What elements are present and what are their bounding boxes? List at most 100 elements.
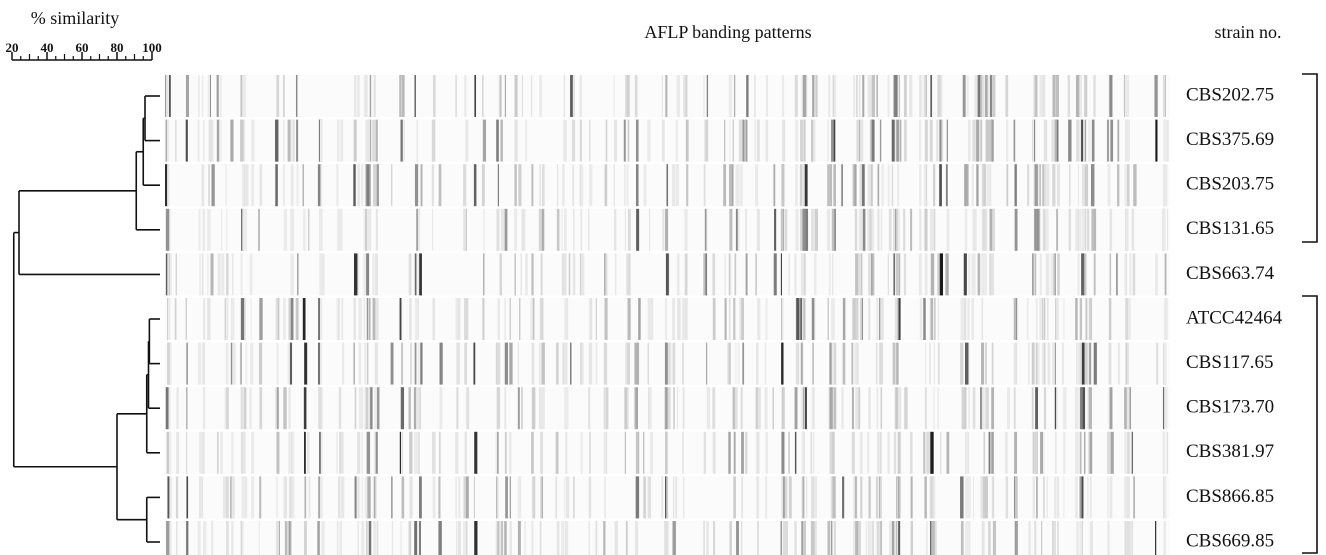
band: [375, 342, 377, 385]
band: [540, 431, 544, 474]
band: [965, 476, 968, 519]
band: [242, 75, 246, 117]
band: [504, 431, 507, 474]
band: [226, 387, 229, 430]
band: [960, 298, 964, 340]
band: [208, 164, 211, 207]
band: [728, 253, 731, 296]
band: [735, 208, 738, 251]
band: [211, 164, 215, 207]
band: [647, 119, 651, 162]
band: [390, 342, 394, 385]
band: [940, 431, 942, 474]
band: [1084, 75, 1088, 117]
band: [830, 164, 833, 207]
band: [410, 342, 412, 385]
band: [934, 521, 937, 555]
band: [814, 253, 817, 296]
band: [304, 431, 306, 474]
band: [517, 387, 520, 430]
strain-label: CBS375.69: [1186, 129, 1274, 150]
band: [203, 521, 207, 555]
band: [464, 431, 467, 474]
band: [531, 476, 536, 519]
band: [1040, 431, 1044, 474]
band: [198, 476, 202, 519]
band: [930, 521, 932, 555]
band: [1133, 164, 1137, 207]
band: [417, 431, 420, 474]
band: [1166, 431, 1168, 474]
band: [482, 298, 485, 340]
strain-label: CBS669.85: [1186, 530, 1274, 551]
band: [538, 208, 542, 251]
band: [342, 342, 345, 385]
band: [745, 253, 748, 296]
band: [456, 431, 459, 474]
band: [566, 476, 570, 519]
band: [893, 75, 896, 117]
band: [224, 298, 227, 340]
band: [827, 208, 831, 251]
band: [222, 476, 226, 519]
band: [683, 75, 687, 117]
band: [981, 521, 985, 555]
band: [207, 208, 211, 251]
band: [984, 476, 988, 519]
band: [867, 75, 870, 117]
band: [496, 119, 499, 162]
band: [756, 342, 759, 385]
band: [409, 298, 412, 340]
band: [672, 164, 676, 207]
band: [898, 75, 900, 117]
band: [614, 208, 617, 251]
band: [207, 253, 209, 296]
band: [734, 253, 737, 296]
band: [391, 521, 394, 555]
band: [960, 521, 964, 555]
band: [185, 298, 187, 340]
band: [939, 119, 942, 162]
band: [972, 476, 974, 519]
band: [531, 164, 534, 207]
band: [408, 253, 412, 296]
band: [364, 387, 366, 430]
band: [1075, 75, 1080, 117]
band: [741, 431, 744, 474]
band: [1084, 342, 1088, 385]
band: [964, 431, 967, 474]
band: [376, 521, 379, 555]
band: [801, 431, 805, 474]
band: [1051, 119, 1053, 162]
band: [869, 208, 872, 251]
band: [795, 208, 799, 251]
band: [1076, 119, 1080, 162]
band: [540, 253, 543, 296]
band: [834, 342, 837, 385]
band: [337, 476, 341, 519]
band: [744, 431, 748, 474]
band: [665, 476, 668, 519]
band: [785, 521, 788, 555]
band: [603, 387, 606, 430]
band: [977, 253, 981, 296]
band: [862, 75, 865, 117]
band: [276, 75, 280, 117]
band: [972, 208, 976, 251]
band: [541, 208, 545, 251]
band: [898, 521, 901, 555]
band: [497, 521, 500, 555]
band: [781, 208, 783, 251]
band: [647, 298, 652, 340]
band: [414, 253, 417, 296]
band: [891, 164, 894, 207]
band: [1057, 164, 1061, 207]
band: [361, 431, 363, 474]
band: [308, 476, 311, 519]
band: [289, 342, 293, 385]
band: [712, 253, 716, 296]
band: [319, 119, 323, 162]
band: [556, 208, 560, 251]
band: [785, 208, 788, 251]
band: [872, 208, 875, 251]
